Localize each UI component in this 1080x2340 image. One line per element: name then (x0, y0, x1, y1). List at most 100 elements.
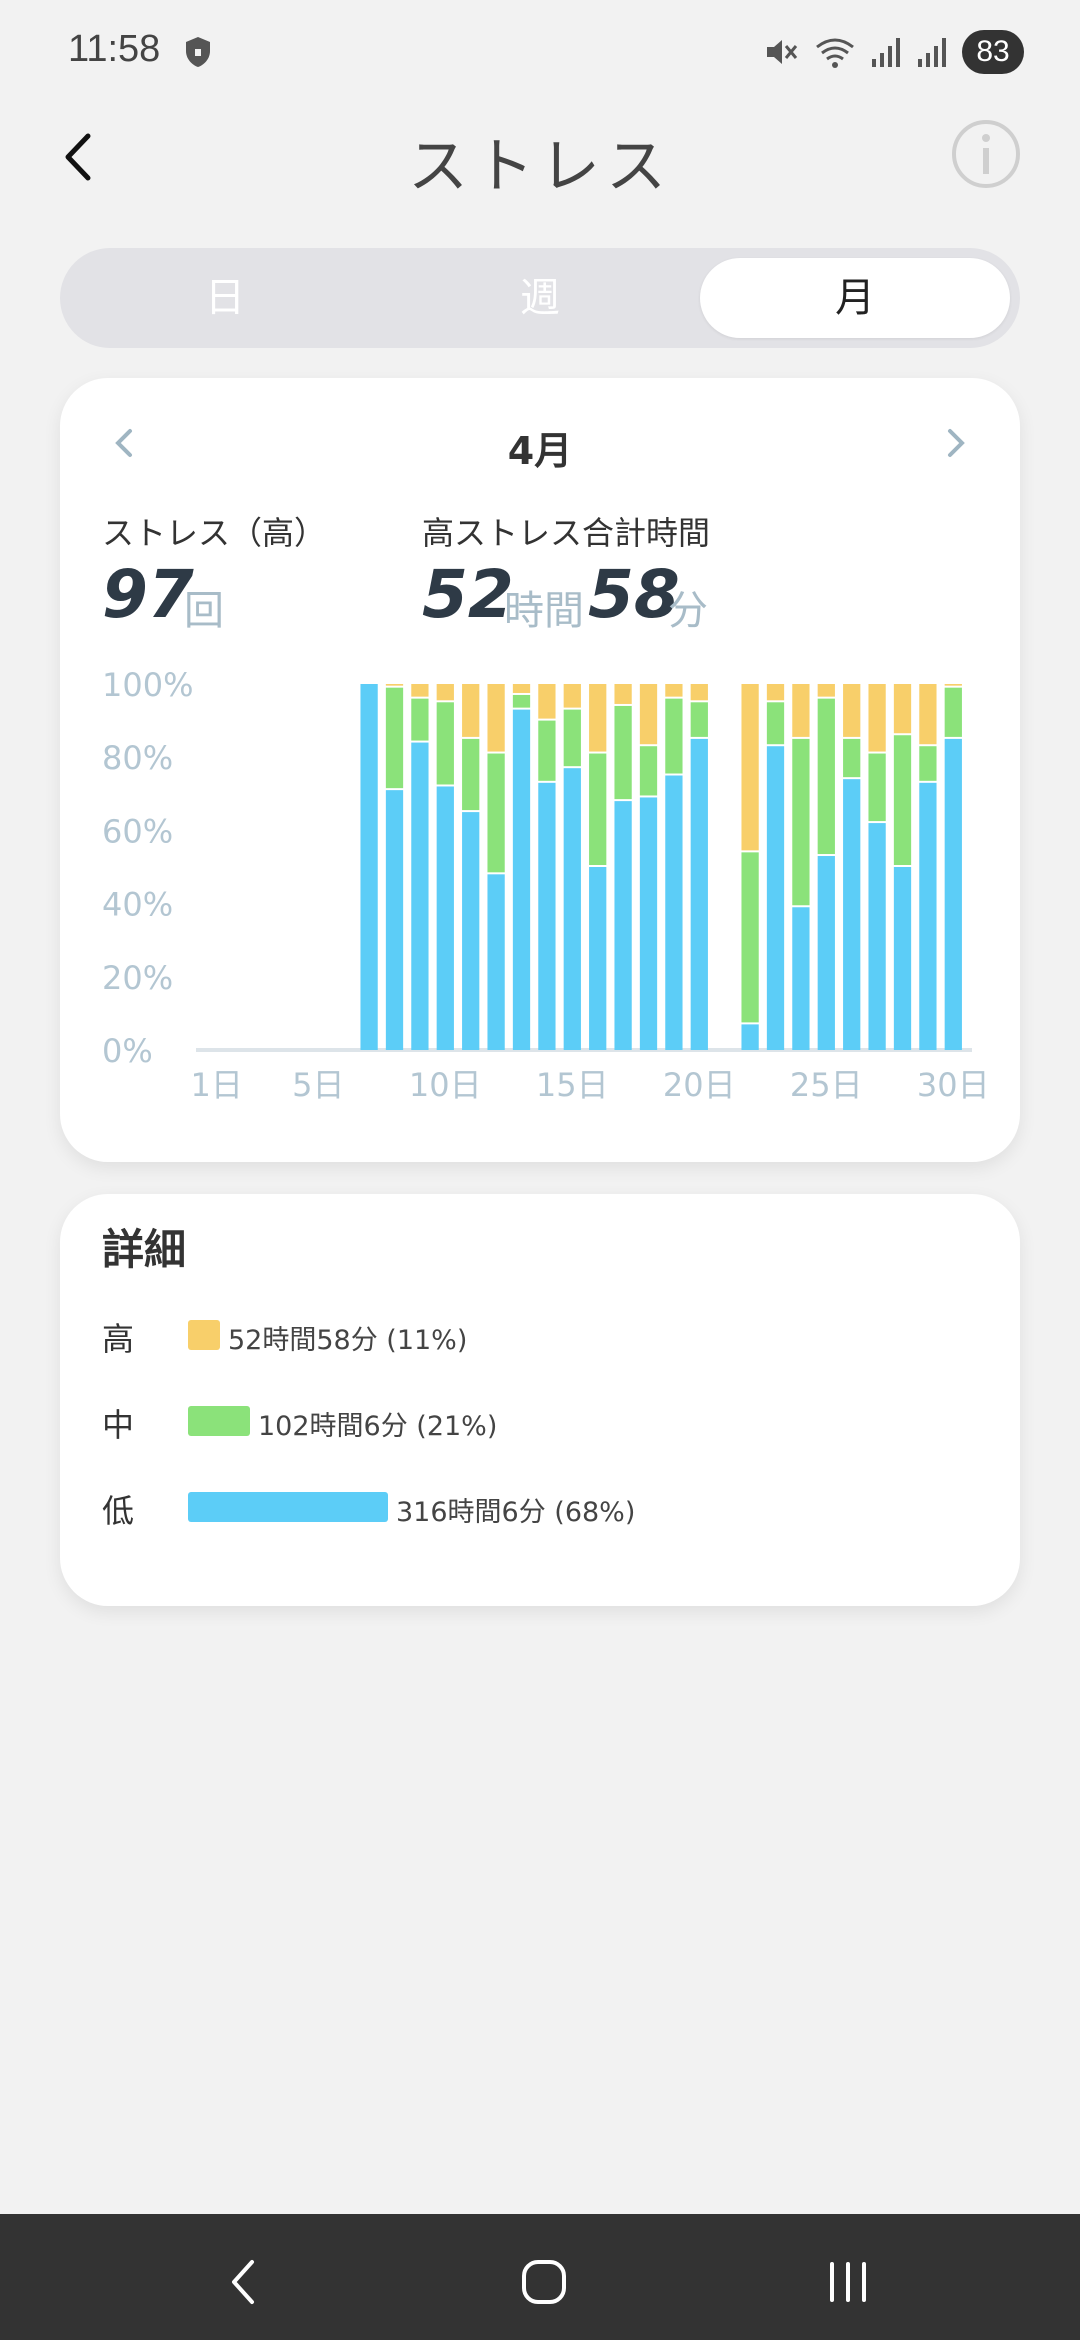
mute-icon (767, 40, 798, 64)
nav-home-icon[interactable] (514, 2252, 574, 2312)
detail-duration-text: 52時間58分 (11%) (228, 1325, 468, 1356)
bar-segment-mid (487, 753, 505, 873)
bar-segment-high (512, 684, 531, 693)
tab-week[interactable]: 週 (520, 275, 560, 321)
bar-segment-high (919, 684, 937, 745)
x-tick-label: 20日 (663, 1066, 736, 1104)
bar-segment-mid (462, 738, 480, 811)
detail-duration-text: 102時間6分 (21%) (258, 1411, 498, 1442)
bar-segment-high (741, 684, 759, 851)
bar-segment-mid (944, 687, 962, 737)
tab-month[interactable]: 月 (700, 258, 1010, 338)
bar-segment-mid (817, 698, 835, 855)
chevron-left-icon[interactable] (50, 122, 120, 192)
bar-segment-low (538, 782, 556, 1050)
bar-segment-low (843, 779, 861, 1050)
tab-day[interactable]: 日 (205, 275, 245, 321)
bar-segment-low (665, 775, 683, 1050)
bar-segment-mid (868, 753, 886, 822)
x-tick-label: 5日 (292, 1066, 344, 1104)
high-stress-label: ストレス（高） (102, 514, 327, 552)
page-title: ストレス (408, 132, 672, 202)
bar-segment-high (639, 684, 658, 745)
system-nav-bar (0, 2214, 1080, 2340)
bar-segment-mid (385, 687, 404, 789)
chevron-left-icon[interactable] (100, 418, 150, 468)
y-tick-label: 20% (102, 959, 173, 997)
x-tick-label: 25日 (790, 1066, 863, 1104)
bar-segment-mid (614, 705, 632, 800)
chevron-right-icon[interactable] (930, 418, 980, 468)
bar-segment-low (360, 684, 378, 1050)
bar-segment-low (919, 782, 937, 1050)
high-stress-count: 97 (102, 556, 194, 633)
detail-level-label: 高 (102, 1320, 135, 1358)
bar-segment-mid (792, 738, 810, 906)
bar-segment-low (487, 874, 505, 1050)
detail-level-label: 中 (102, 1406, 135, 1444)
bar-segment-high (538, 684, 556, 719)
count-unit: 回 (184, 588, 224, 634)
bar-segment-high (944, 684, 962, 686)
total-minutes: 58 (588, 556, 680, 633)
bar-segment-low (462, 812, 480, 1050)
bar-segment-high (766, 684, 785, 701)
x-tick-label: 10日 (409, 1066, 482, 1104)
y-tick-label: 0% (102, 1032, 153, 1070)
total-time-label: 高ストレス合計時間 (422, 514, 711, 552)
bar-segment-high (589, 684, 607, 752)
status-bar: 11:58 83 (0, 0, 1080, 100)
bar-segment-high (792, 684, 810, 737)
bar-segment-high (436, 684, 454, 701)
bar-segment-mid (741, 852, 759, 1023)
bar-segment-high (868, 684, 886, 752)
bar-segment-high (665, 684, 683, 697)
battery-level: 83 (962, 30, 1024, 74)
x-tick-label: 15日 (536, 1066, 609, 1104)
detail-card: 詳細 高 52時間58分 (11%) 中 102時間6分 (21%) 低 316時間6分 … (60, 1194, 1020, 1606)
bar-segment-mid (436, 702, 454, 785)
bar-segment-high (411, 684, 429, 697)
hours-unit: 時間 (504, 588, 584, 634)
shield-icon (186, 37, 210, 67)
x-tick-label: 1日 (191, 1066, 243, 1104)
stress-bar-chart: 100% 80% 60% 40% 20% 0% 1日 5日 10日 15日 20日 25日 30日 (102, 666, 990, 1104)
y-tick-label: 40% (102, 886, 173, 924)
bar-segment-mid (639, 746, 658, 796)
nav-recents-icon[interactable] (818, 2252, 878, 2312)
detail-share-bar (188, 1406, 250, 1436)
bar-segment-high (614, 684, 632, 704)
bar-segment-mid (690, 702, 708, 737)
y-tick-label: 100% (102, 666, 193, 704)
detail-title: 詳細 (102, 1225, 187, 1274)
bar-segment-high (563, 684, 581, 708)
total-hours: 52 (422, 556, 514, 633)
bar-segment-low (766, 746, 785, 1050)
nav-back-icon[interactable] (214, 2252, 274, 2312)
info-icon[interactable] (950, 118, 1022, 190)
detail-level-label: 低 (102, 1492, 135, 1530)
bar-segment-low (741, 1024, 759, 1050)
bar-segment-low (614, 801, 632, 1050)
bar-segment-high (462, 684, 480, 737)
x-tick-label: 30日 (917, 1066, 990, 1104)
bar-segment-mid (512, 694, 531, 708)
stress-chart-card: 4月 ストレス（高） 97 回 高ストレス合計時間 52 時間 58 分 100… (60, 378, 1020, 1162)
app-header: ストレス (0, 100, 1080, 220)
month-label: 4月 (507, 429, 573, 473)
bar-segment-mid (766, 702, 785, 745)
bar-segment-low (868, 823, 886, 1050)
bar-segment-low (563, 768, 581, 1050)
bar-segment-low (792, 907, 810, 1050)
bar-segment-low (436, 786, 454, 1050)
bar-segment-low (385, 790, 404, 1050)
bar-segment-low (944, 738, 962, 1050)
bar-segment-low (817, 856, 835, 1050)
bar-segment-low (690, 738, 708, 1050)
detail-duration-text: 316時間6分 (68%) (396, 1497, 636, 1528)
status-time: 11:58 (68, 28, 161, 70)
bar-segment-low (893, 867, 912, 1050)
bar-segment-mid (563, 709, 581, 767)
minutes-unit: 分 (668, 588, 708, 634)
period-tabs: 日 週 月 (60, 248, 1020, 348)
